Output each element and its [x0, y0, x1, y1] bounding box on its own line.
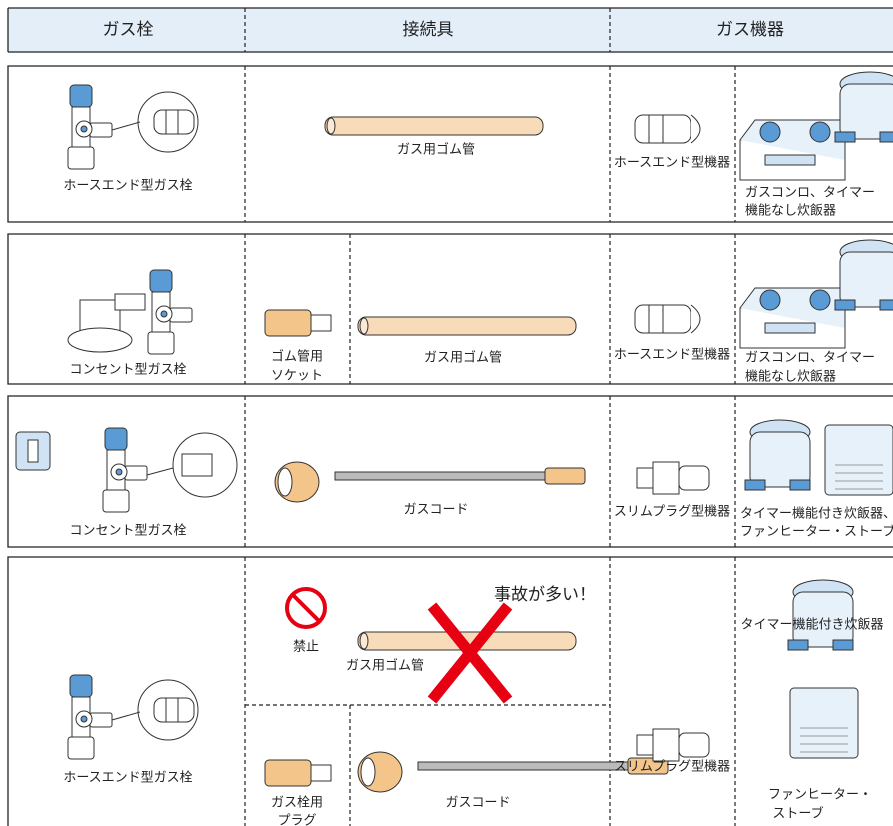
device-label: 機能なし炊飯器	[745, 204, 836, 219]
device-label: ファンヒーター・	[768, 788, 872, 803]
device-type-label: ホースエンド型機器	[614, 348, 730, 363]
header-cell: ガス機器	[716, 20, 784, 40]
connector-label: ガス用ゴム管	[424, 350, 502, 366]
valve-label: コンセント型ガス栓	[69, 363, 186, 378]
device-label: 機能なし炊飯器	[745, 370, 836, 385]
header-cell: ガス栓	[103, 20, 154, 40]
plug-label: プラグ	[277, 814, 316, 826]
device-label: タイマー機能付き炊飯器	[740, 618, 883, 633]
plug-label: ガス栓用	[271, 796, 323, 811]
device-type-label: ホースエンド型機器	[614, 156, 730, 171]
device-type-label: スリムプラグ型機器	[614, 760, 730, 775]
socket-label: ゴム管用	[271, 349, 323, 365]
device-type-label: スリムプラグ型機器	[614, 505, 730, 520]
warning-label: 事故が多い！	[494, 585, 596, 605]
connector-label: ガス用ゴム管	[397, 142, 475, 158]
device-label: ガスコンロ、タイマー	[745, 186, 875, 201]
row-frames	[7, 65, 893, 826]
connector-label: ガスコード	[445, 796, 510, 811]
device-label: ストーブ	[772, 806, 823, 822]
header-bg	[8, 8, 893, 52]
valve-label: ホースエンド型ガス栓	[63, 179, 192, 194]
connector-label: ガスコード	[403, 503, 468, 518]
connector-label: ガス用ゴム管	[346, 658, 424, 674]
valve-label: ホースエンド型ガス栓	[63, 771, 192, 786]
header-cell: 接続具	[403, 20, 454, 40]
device-label: タイマー機能付き炊飯器、	[740, 507, 893, 522]
device-label: ガスコンロ、タイマー	[745, 351, 875, 366]
socket-label: ソケット	[271, 369, 323, 384]
valve-label: コンセント型ガス栓	[69, 524, 186, 539]
device-label: ファンヒーター・ストーブ	[740, 524, 893, 540]
prohibited-label: 禁止	[293, 640, 319, 655]
